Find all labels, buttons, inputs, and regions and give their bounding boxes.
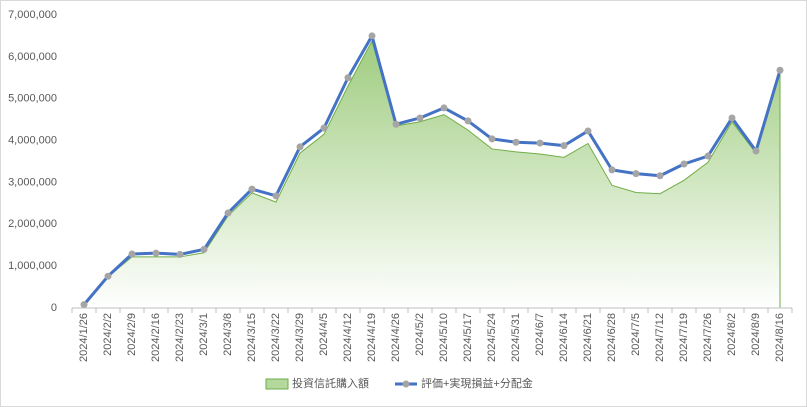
x-tick-label: 2024/2/2 [102,313,114,356]
x-tick-label: 2024/5/24 [486,313,498,362]
marker [296,143,304,151]
y-tick-label: 1,000,000 [8,260,57,272]
x-tick-label: 2024/7/26 [702,313,714,362]
line [82,34,782,306]
x-tick-label: 2024/3/8 [222,313,234,356]
x-tick-label: 2024/5/17 [462,313,474,362]
x-tick-label: 2024/1/26 [78,313,90,362]
marker [488,135,496,143]
x-tick-label: 2024/6/21 [582,313,594,362]
marker [368,32,376,40]
y-tick-label: 5,000,000 [8,93,57,105]
x-tick-label: 2024/7/12 [654,313,666,362]
marker [560,142,568,150]
legend-label: 投資信託購入額 [292,376,369,390]
marker [176,250,184,258]
x-tick-label: 2024/2/16 [150,313,162,362]
marker [416,114,424,122]
marker [776,66,784,74]
marker [104,272,112,280]
y-tick-label: 3,000,000 [8,176,57,188]
marker [392,120,400,128]
marker [248,185,256,193]
x-tick-label: 2024/6/14 [558,313,570,362]
x-tick-label: 2024/6/28 [606,313,618,362]
marker [536,139,544,147]
marker [608,166,616,174]
x-tick-label: 2024/8/9 [750,313,762,356]
x-tick-label: 2024/4/5 [318,313,330,356]
area [83,39,781,309]
x-tick-label: 2024/4/19 [366,313,378,362]
x-tick-label: 2024/3/29 [294,313,306,362]
y-tick-label: 6,000,000 [8,51,57,63]
x-tick-label: 2024/7/5 [630,313,642,356]
marker [464,117,472,125]
legend-swatch [265,378,289,390]
marker [200,245,208,253]
x-tick-label: 2024/4/12 [342,313,354,362]
x-tick-label: 2024/5/31 [510,313,522,362]
y-tick-label: 2,000,000 [8,218,57,230]
x-tick-label: 2024/4/26 [390,313,402,362]
marker [656,172,664,180]
x-tick-label: 2024/5/2 [414,313,426,356]
marker [128,250,136,258]
marker [440,104,448,112]
marker [752,147,760,155]
x-tick-label: 2024/3/1 [198,313,210,356]
x-tick-label: 2024/6/7 [534,313,546,356]
legend-marker [402,380,410,388]
x-tick-label: 2024/2/23 [174,313,186,362]
marker [584,127,592,135]
marker [80,301,88,309]
x-tick-label: 2024/5/10 [438,313,450,362]
marker [632,170,640,178]
marker [152,249,160,257]
marker [680,160,688,168]
marker [224,209,232,217]
marker [272,192,280,200]
marker [704,152,712,160]
x-tick-label: 2024/8/16 [774,313,786,362]
marker [320,124,328,132]
marker [728,114,736,122]
x-tick-label: 2024/8/2 [726,313,738,356]
y-tick-label: 7,000,000 [8,9,57,21]
marker [512,138,520,146]
legend-label: 評価+実現損益+分配金 [421,376,533,390]
x-tick-label: 2024/2/9 [126,313,138,356]
y-tick-label: 0 [51,302,57,314]
x-tick-label: 2024/3/22 [270,313,282,362]
x-tick-label: 2024/3/15 [246,313,258,362]
x-tick-label: 2024/7/19 [678,313,690,362]
marker [344,74,352,82]
y-tick-label: 4,000,000 [8,134,57,146]
